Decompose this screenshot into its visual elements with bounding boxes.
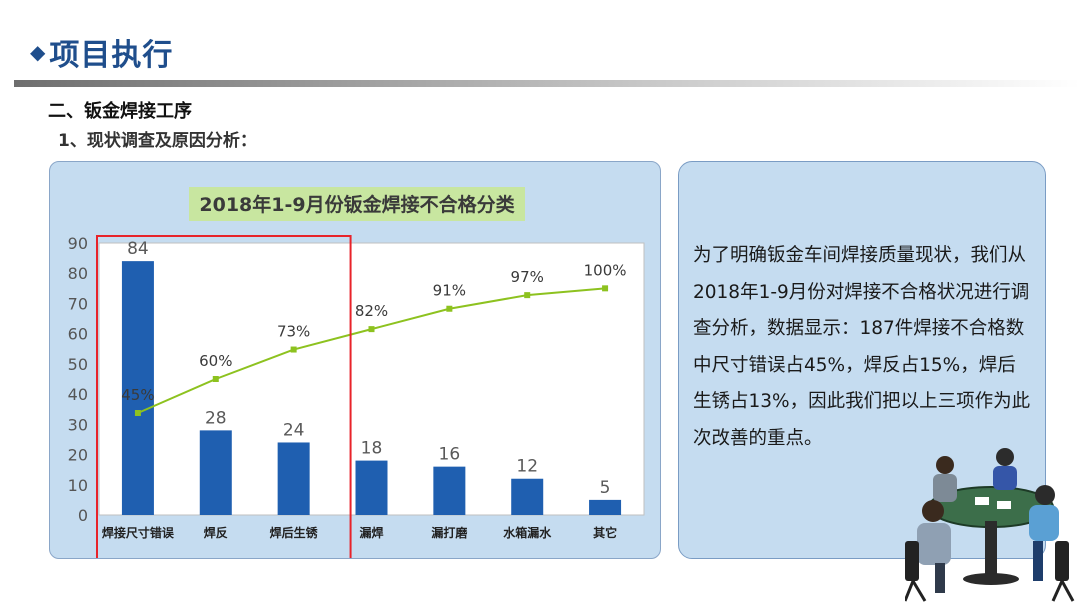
cumulative-label: 91% <box>433 282 466 300</box>
y-tick-label: 40 <box>68 385 88 404</box>
cumulative-point <box>212 376 219 382</box>
highlight-box <box>96 235 352 558</box>
cumulative-label: 60% <box>199 352 232 370</box>
bar-value-label: 24 <box>283 420 305 440</box>
pareto-chart: 2018年1-9月份钣金焊接不合格分类 0 10 20 30 40 50 60 70 80 90 84… <box>68 187 645 558</box>
cumulative-label: 82% <box>355 302 388 320</box>
page-title: 项目执行 <box>49 38 174 73</box>
cumulative-point <box>446 305 453 312</box>
cumulative-point <box>134 410 141 416</box>
bar <box>199 430 232 515</box>
cumulative-point <box>524 292 531 299</box>
bar-value-label: 16 <box>439 445 461 465</box>
y-tick-label: 50 <box>68 355 88 374</box>
x-category-label: 水箱漏水 <box>503 525 552 540</box>
chart-title: 2018年1-9月份钣金焊接不合格分类 <box>199 193 514 216</box>
cumulative-label: 100% <box>584 261 627 279</box>
x-category-label: 焊后生锈 <box>270 525 319 540</box>
bar-value-label: 28 <box>205 408 227 428</box>
chart-title-background <box>189 187 525 221</box>
cumulative-label: 97% <box>511 268 544 286</box>
bar <box>355 460 388 515</box>
y-tick-label: 0 <box>78 506 88 525</box>
bar-value-label: 84 <box>127 239 149 259</box>
section-title: 二、钣金焊接工序 <box>48 101 192 122</box>
page-header: ◆ 项目执行 <box>30 30 173 74</box>
y-tick-label: 10 <box>68 476 88 495</box>
cumulative-point <box>602 285 609 292</box>
meeting-illustration-icon <box>905 448 1075 602</box>
bar-value-label: 12 <box>516 457 538 477</box>
y-tick-label: 90 <box>68 234 88 253</box>
y-tick-label: 60 <box>68 325 88 344</box>
subsection-title: 1、现状调查及原因分析： <box>58 131 257 151</box>
cumulative-point <box>368 326 375 333</box>
cumulative-label: 45% <box>121 386 154 404</box>
chart-panel: 2018年1-9月份钣金焊接不合格分类 0 10 20 30 40 50 60 70 80 90 84… <box>49 161 661 559</box>
y-tick-label: 30 <box>68 415 88 434</box>
diamond-bullet-icon: ◆ <box>30 40 46 64</box>
title-divider <box>14 80 1080 87</box>
x-category-label: 其它 <box>593 525 617 540</box>
bar <box>511 478 544 515</box>
bar <box>433 466 466 515</box>
x-category-label: 焊接尺寸错误 <box>102 525 175 540</box>
cumulative-point <box>290 346 297 353</box>
y-tick-label: 20 <box>68 446 88 465</box>
x-category-label: 漏打磨 <box>431 525 467 540</box>
bar <box>277 442 310 515</box>
y-tick-label: 70 <box>68 294 88 313</box>
bar-value-label: 5 <box>600 478 611 498</box>
bar-value-label: 18 <box>361 439 383 459</box>
bar <box>589 499 622 515</box>
description-text: 为了明确钣金车间焊接质量现状，我们从2018年1-9月份对焊接不合格状况进行调查… <box>693 245 1031 449</box>
bar <box>121 261 154 515</box>
cumulative-label: 73% <box>277 323 310 341</box>
x-category-label: 焊反 <box>204 525 228 540</box>
x-category-label: 漏焊 <box>359 525 383 540</box>
y-tick-label: 80 <box>68 264 88 283</box>
